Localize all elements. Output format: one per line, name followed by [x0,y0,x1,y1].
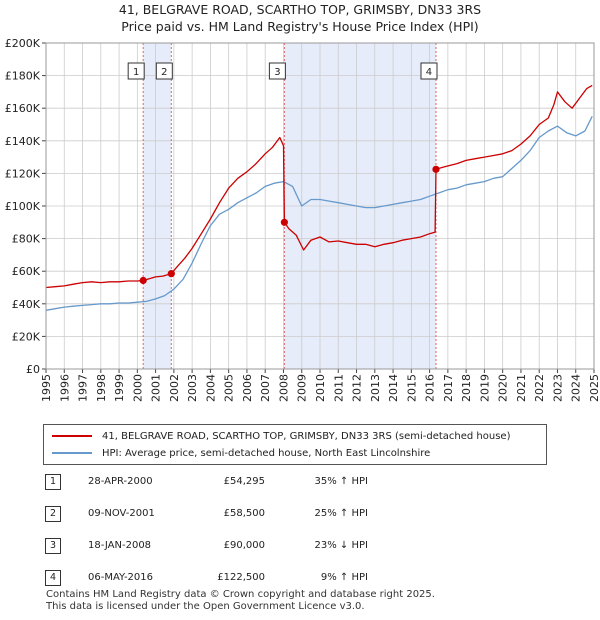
x-tick-label: 2001 [150,374,163,402]
sale-price: £54,295 [223,476,265,487]
x-tick-label: 2002 [168,374,181,402]
sale-box [420,62,438,80]
x-tick-label: 2013 [369,374,382,402]
y-tick-label: £60K [12,265,41,278]
x-tick-label: 2019 [478,374,491,402]
x-tick-label: 2022 [533,374,546,402]
y-tick-label: £140K [5,135,41,148]
sale-box-label: 1 [133,67,139,78]
footer-copyright: Contains HM Land Registry data © Crown c… [46,589,435,600]
sale-price: £122,500 [217,572,265,583]
sale-date: 28-APR-2000 [88,476,153,487]
y-tick-label: £120K [5,167,41,180]
x-tick-label: 2014 [387,374,400,402]
legend-item-property: 41, BELGRAVE ROAD, SCARTHO TOP, GRIMSBY,… [52,429,510,443]
x-tick-label: 2020 [497,374,510,402]
y-tick-label: £180K [5,70,41,83]
table-row: 2 09-NOV-2001 £58,500 25% ↑ HPI [43,506,563,522]
sale-box [268,62,286,80]
x-tick-label: 2005 [223,374,236,402]
sale-hpi-diff: 9% ↑ HPI [320,572,368,583]
y-tick-label: £100K [5,200,41,213]
legend-label-property: 41, BELGRAVE ROAD, SCARTHO TOP, GRIMSBY,… [102,430,511,442]
sale-point [432,165,440,173]
sale-box-label: 2 [161,67,167,78]
x-tick-label: 2015 [405,374,418,402]
legend-item-hpi: HPI: Average price, semi-detached house,… [52,446,430,460]
x-tick-label: 2012 [351,374,364,402]
x-tick-label: 2024 [570,374,583,402]
legend-swatch-blue [52,452,92,454]
x-tick-label: 1997 [77,374,90,402]
x-tick-label: 2025 [588,374,600,402]
x-tick-label: 2023 [551,374,564,402]
legend: 41, BELGRAVE ROAD, SCARTHO TOP, GRIMSBY,… [43,424,547,465]
price-chart: 1 2 3 4 £0 £20K £40K £60K £80K £100K £120K £140K £1… [5,37,600,402]
chart-title: 41, BELGRAVE ROAD, SCARTHO TOP, GRIMSBY,… [118,2,482,17]
x-tick-label: 2021 [515,374,528,402]
sale-point [139,276,147,285]
y-tick-label: £0 [26,363,40,376]
footer-licence: This data is licensed under the Open Gov… [46,601,365,612]
x-tick-label: 2006 [241,374,254,402]
hpi-line [45,116,593,311]
table-row: 4 06-MAY-2016 £122,500 9% ↑ HPI [43,570,563,586]
sale-date: 06-MAY-2016 [88,572,154,583]
x-tick-label: 1998 [95,374,108,402]
x-tick-label: 2009 [296,374,309,402]
legend-label-hpi: HPI: Average price, semi-detached house,… [102,447,431,459]
x-tick-label: 1999 [113,374,126,402]
sale-box [127,62,145,80]
y-tick-label: £40K [12,298,41,311]
sale-point [167,270,175,278]
sale-hpi-diff: 25% ↑ HPI [314,508,368,519]
y-tick-label: £80K [12,233,41,246]
sale-number: 4 [45,570,61,586]
sale-box-label: 4 [426,67,432,78]
sale-hpi-diff: 35% ↑ HPI [314,476,368,487]
sale-box [155,62,173,80]
chart-subtitle: Price paid vs. HM Land Registry's House … [121,19,479,34]
sale-date: 18-JAN-2008 [88,540,152,551]
y-tick-label: £20K [12,330,41,343]
x-tick-label: 2016 [424,374,437,402]
x-tick-label: 2011 [332,374,345,402]
x-tick-label: 2003 [186,374,199,402]
sale-box-label: 3 [274,67,280,78]
y-tick-label: £160K [5,102,41,115]
x-tick-label: 2018 [460,374,473,402]
sale-number: 1 [45,474,61,490]
plot-frame [45,42,595,370]
x-tick-label: 2004 [204,374,217,402]
legend-swatch-red [52,435,92,437]
x-tick-label: 1995 [40,374,53,402]
sale-hpi-diff: 23% ↓ HPI [314,540,368,551]
x-tick-label: 2010 [314,374,327,402]
table-row: 3 18-JAN-2008 £90,000 23% ↓ HPI [43,538,563,554]
x-tick-label: 2017 [442,374,455,402]
sale-number: 2 [45,506,61,522]
sale-point [280,218,288,226]
x-tick-label: 2007 [259,374,272,402]
x-tick-label: 2008 [277,374,290,402]
sale-price: £90,000 [223,540,265,551]
sale-number: 3 [45,538,61,554]
x-tick-label: 2000 [131,374,144,402]
y-tick-label: £200K [5,37,41,50]
x-tick-label: 1996 [58,374,71,402]
sale-price: £58,500 [223,508,265,519]
table-row: 1 28-APR-2000 £54,295 35% ↑ HPI [43,474,563,490]
sale-date: 09-NOV-2001 [88,508,155,519]
